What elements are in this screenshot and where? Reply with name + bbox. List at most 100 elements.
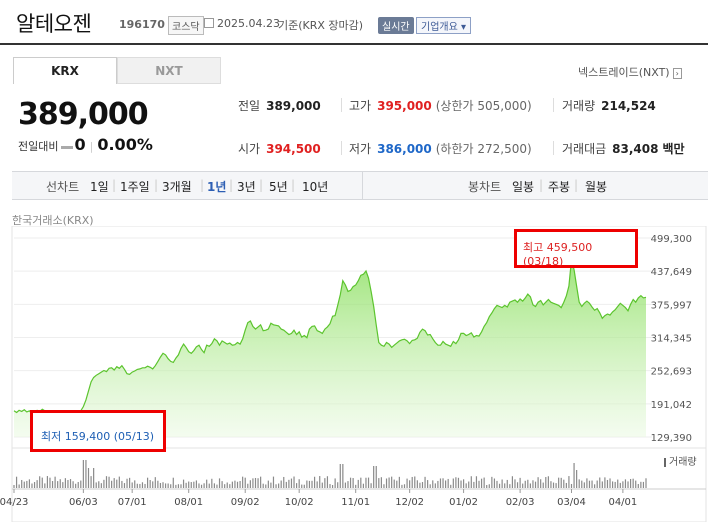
stat-value: 389,000 bbox=[266, 99, 321, 113]
volume-bar bbox=[216, 484, 218, 488]
volume-bar bbox=[545, 477, 547, 488]
volume-bar bbox=[49, 477, 51, 488]
volume-bar bbox=[260, 476, 262, 488]
period-1d[interactable]: 1일 bbox=[90, 180, 109, 194]
tab-krx[interactable]: KRX bbox=[13, 57, 117, 84]
period-5y[interactable]: 5년 bbox=[269, 180, 288, 194]
chevron-right-icon: › bbox=[672, 68, 682, 79]
volume-bar bbox=[388, 477, 390, 488]
period-1w[interactable]: 1주일 bbox=[120, 180, 150, 194]
volume-bar bbox=[311, 480, 313, 488]
volume-bar bbox=[462, 479, 465, 488]
period-separator: | bbox=[574, 178, 579, 192]
volume-bar bbox=[303, 484, 305, 488]
volume-bar bbox=[182, 479, 185, 488]
stat-divider bbox=[341, 98, 342, 112]
volume-bar bbox=[460, 480, 462, 488]
period-10y[interactable]: 10년 bbox=[302, 180, 329, 194]
period-separator: | bbox=[154, 178, 159, 192]
volume-bar bbox=[218, 478, 221, 488]
volume-bar bbox=[367, 477, 370, 488]
volume-bar bbox=[275, 484, 277, 488]
low-callout: 최저 159,400 (05/13) bbox=[30, 410, 166, 452]
stat-label: 시가 bbox=[238, 142, 261, 156]
volume-bar bbox=[357, 479, 359, 488]
price-chart: 499,300 437,649 375,997 314,345 252,693 191,0… bbox=[0, 226, 707, 522]
volume-bar bbox=[121, 480, 123, 488]
stat-trade-amount: 거래대금 83,408 백만 bbox=[562, 140, 685, 157]
volume-bar bbox=[13, 485, 15, 488]
volume-bar bbox=[537, 477, 539, 488]
volume-bar bbox=[41, 477, 43, 488]
tab-nxt[interactable]: NXT bbox=[117, 57, 221, 84]
volume-bar bbox=[391, 476, 393, 488]
chart-frame bbox=[11, 226, 707, 522]
volume-bar bbox=[226, 482, 228, 488]
volume-bar bbox=[396, 480, 398, 488]
volume-bar bbox=[406, 478, 408, 488]
volume-bar bbox=[129, 477, 131, 488]
volume-bar bbox=[331, 484, 334, 488]
period-3m[interactable]: 3개월 bbox=[162, 180, 192, 194]
volume-bar bbox=[247, 483, 249, 488]
volume-bar bbox=[285, 481, 287, 488]
period-separator: | bbox=[539, 178, 544, 192]
volume-bar bbox=[172, 477, 174, 488]
realtime-button[interactable]: 실시간 bbox=[378, 17, 414, 34]
volume-bar bbox=[154, 477, 156, 488]
volume-bar bbox=[555, 483, 557, 488]
volume-bar bbox=[118, 476, 120, 488]
volume-bar bbox=[334, 478, 336, 488]
volume-bar bbox=[411, 476, 413, 488]
volume-bar bbox=[527, 479, 529, 488]
stat-label: 거래량 bbox=[562, 99, 596, 113]
x-tick-label: 08/01 bbox=[174, 497, 203, 508]
volume-bar bbox=[475, 476, 478, 488]
period-toolbar-divider bbox=[362, 172, 363, 199]
stat-label: 거래대금 bbox=[562, 142, 607, 156]
volume-bar bbox=[193, 481, 195, 488]
volume-bar bbox=[95, 482, 97, 488]
volume-bar bbox=[18, 484, 20, 488]
candle-monthly[interactable]: 월봉 bbox=[585, 180, 608, 194]
volume-bar bbox=[511, 476, 514, 488]
candle-weekly[interactable]: 주봉 bbox=[548, 180, 571, 194]
x-tick-label: 04/23 bbox=[0, 497, 28, 508]
volume-bar bbox=[637, 483, 639, 488]
period-separator: | bbox=[259, 178, 264, 192]
y-tick-label: 191,042 bbox=[651, 400, 692, 411]
volume-bar bbox=[69, 479, 72, 488]
volume-bar bbox=[457, 477, 460, 488]
nextrade-link[interactable]: 넥스트레이드(NXT) › bbox=[578, 64, 682, 80]
volume-bar bbox=[324, 478, 326, 488]
stat-divider bbox=[341, 141, 342, 155]
volume-bar bbox=[617, 479, 619, 488]
volume-bar bbox=[82, 460, 84, 488]
volume-bar bbox=[75, 483, 77, 488]
change-rate: 0.00% bbox=[97, 135, 153, 154]
volume-bar bbox=[427, 480, 429, 488]
volume-bar bbox=[288, 479, 290, 488]
volume-bar bbox=[139, 483, 141, 488]
volume-bar bbox=[23, 481, 25, 488]
volume-bar bbox=[378, 478, 380, 488]
stat-low: 저가 386,000 (하한가 272,500) bbox=[349, 140, 532, 157]
volume-bar bbox=[437, 480, 439, 488]
volume-bar bbox=[496, 480, 498, 488]
volume-bar bbox=[445, 480, 447, 488]
candle-daily[interactable]: 일봉 bbox=[512, 180, 535, 194]
y-tick-label: 314,345 bbox=[651, 334, 692, 345]
volume-bar bbox=[480, 478, 483, 488]
period-1y[interactable]: 1년 bbox=[207, 180, 227, 194]
volume-bar bbox=[534, 481, 537, 488]
x-tick-label: 09/02 bbox=[231, 497, 260, 508]
period-3y[interactable]: 3년 bbox=[237, 180, 256, 194]
volume-bar bbox=[601, 481, 603, 488]
volume-bar bbox=[234, 480, 236, 488]
volume-bar bbox=[190, 482, 192, 488]
volume-bar bbox=[645, 478, 647, 488]
company-overview-button[interactable]: 기업개요 ▾ bbox=[416, 17, 471, 34]
volume-bar bbox=[576, 470, 578, 488]
volume-bar bbox=[375, 466, 377, 488]
volume-bar bbox=[547, 476, 549, 488]
